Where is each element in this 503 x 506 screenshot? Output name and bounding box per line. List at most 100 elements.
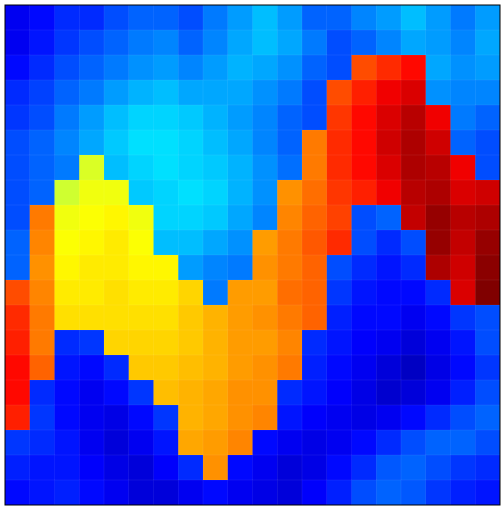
- heatmap-cell: [401, 155, 426, 180]
- heatmap-cell: [401, 280, 426, 305]
- heatmap-cell: [302, 30, 327, 55]
- heatmap-cell: [253, 355, 278, 380]
- heatmap-cell: [154, 55, 179, 80]
- heatmap-cell: [154, 5, 179, 30]
- heatmap-cell: [253, 205, 278, 230]
- heatmap-cell: [475, 155, 500, 180]
- heatmap-cell: [154, 130, 179, 155]
- heatmap-cell: [277, 330, 302, 355]
- heatmap-cell: [253, 230, 278, 255]
- heatmap-cell: [426, 55, 451, 80]
- heatmap-cell: [55, 405, 80, 430]
- heatmap-cell: [79, 80, 104, 105]
- heatmap-cell: [401, 330, 426, 355]
- heatmap-cell: [228, 380, 253, 405]
- heatmap-cell: [79, 205, 104, 230]
- heatmap-cell: [104, 355, 129, 380]
- heatmap-cell: [426, 5, 451, 30]
- heatmap-cell: [129, 130, 154, 155]
- heatmap-cell: [401, 55, 426, 80]
- heatmap-cell: [426, 280, 451, 305]
- heatmap-cell: [253, 480, 278, 505]
- heatmap-cell: [154, 455, 179, 480]
- heatmap-cell: [30, 230, 55, 255]
- heatmap-cell: [451, 80, 476, 105]
- heatmap-cell: [30, 255, 55, 280]
- heatmap-cell: [475, 330, 500, 355]
- heatmap-cell: [5, 30, 30, 55]
- heatmap-cell: [451, 405, 476, 430]
- heatmap-cell: [178, 455, 203, 480]
- heatmap-cell: [277, 255, 302, 280]
- heatmap-cell: [129, 330, 154, 355]
- heatmap-cell: [376, 205, 401, 230]
- cell-grid: [5, 5, 500, 505]
- heatmap-cell: [475, 355, 500, 380]
- heatmap-cell: [203, 205, 228, 230]
- heatmap-cell: [154, 105, 179, 130]
- heatmap-cell: [104, 130, 129, 155]
- heatmap-cell: [79, 105, 104, 130]
- heatmap-cell: [302, 205, 327, 230]
- heatmap-cell: [376, 30, 401, 55]
- heatmap-cell: [30, 180, 55, 205]
- heatmap-cell: [253, 280, 278, 305]
- heatmap-cell: [79, 405, 104, 430]
- heatmap-cell: [178, 155, 203, 180]
- heatmap-cell: [55, 130, 80, 155]
- heatmap-cell: [253, 305, 278, 330]
- heatmap-cell: [352, 130, 377, 155]
- heatmap-cell: [79, 305, 104, 330]
- heatmap-cell: [277, 280, 302, 305]
- heatmap-cell: [426, 230, 451, 255]
- heatmap-cell: [228, 455, 253, 480]
- heatmap-cell: [178, 305, 203, 330]
- heatmap-cell: [104, 255, 129, 280]
- heatmap-cell: [129, 80, 154, 105]
- heatmap-cell: [376, 130, 401, 155]
- heatmap-cell: [129, 405, 154, 430]
- heatmap-cell: [104, 280, 129, 305]
- heatmap-cell: [451, 105, 476, 130]
- heatmap-cell: [104, 55, 129, 80]
- heatmap-cell: [228, 430, 253, 455]
- heatmap-cell: [376, 105, 401, 130]
- heatmap-cell: [327, 280, 352, 305]
- heatmap-cell: [327, 5, 352, 30]
- heatmap-cell: [203, 30, 228, 55]
- heatmap-cell: [104, 330, 129, 355]
- heatmap-cell: [352, 55, 377, 80]
- heatmap-cell: [55, 430, 80, 455]
- heatmap-cell: [55, 180, 80, 205]
- heatmap-cell: [302, 405, 327, 430]
- heatmap-cell: [129, 355, 154, 380]
- heatmap-cell: [376, 405, 401, 430]
- heatmap-cell: [451, 205, 476, 230]
- heatmap-cell: [376, 155, 401, 180]
- heatmap-cell: [104, 205, 129, 230]
- heatmap-cell: [104, 155, 129, 180]
- heatmap-cell: [203, 155, 228, 180]
- heatmap-cell: [401, 305, 426, 330]
- heatmap-cell: [451, 255, 476, 280]
- heatmap-cell: [178, 5, 203, 30]
- heatmap-cell: [129, 230, 154, 255]
- heatmap-cell: [475, 55, 500, 80]
- heatmap-cell: [451, 5, 476, 30]
- heatmap-cell: [104, 30, 129, 55]
- heatmap-cell: [451, 55, 476, 80]
- heatmap-cell: [376, 355, 401, 380]
- heatmap-cell: [178, 105, 203, 130]
- page: (() => { const data = JSON.parse(documen…: [0, 0, 503, 506]
- heatmap-cell: [475, 5, 500, 30]
- heatmap-cell: [327, 480, 352, 505]
- heatmap-cell: [129, 280, 154, 305]
- heatmap-cell: [5, 55, 30, 80]
- heatmap-cell: [302, 255, 327, 280]
- heatmap-cell: [55, 380, 80, 405]
- heatmap-cell: [129, 155, 154, 180]
- heatmap-cell: [253, 455, 278, 480]
- heatmap-cell: [253, 30, 278, 55]
- heatmap-cell: [352, 5, 377, 30]
- heatmap-cell: [426, 405, 451, 430]
